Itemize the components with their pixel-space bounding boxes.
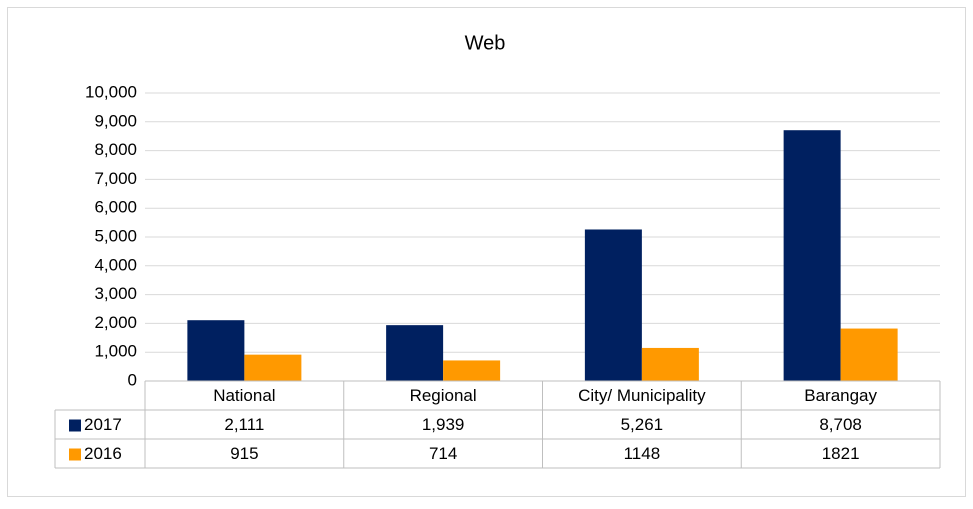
y-tick-label: 7,000: [94, 169, 137, 188]
table-value: 915: [230, 444, 258, 463]
x-tick-label: Regional: [410, 386, 477, 405]
bar: [443, 360, 501, 381]
y-tick-label: 1,000: [94, 342, 137, 361]
chart-title: Web: [465, 32, 506, 54]
table-value: 714: [429, 444, 457, 463]
x-tick-label: Barangay: [804, 386, 877, 405]
bar: [840, 328, 898, 381]
bar: [244, 354, 302, 381]
table-value: 1,939: [422, 415, 465, 434]
y-tick-label: 6,000: [94, 198, 137, 217]
y-tick-label: 2,000: [94, 313, 137, 332]
legend-swatch: [69, 448, 81, 461]
legend-label: 2016: [84, 444, 122, 463]
table-value: 5,261: [621, 415, 664, 434]
y-tick-label: 4,000: [94, 255, 137, 274]
y-tick-label: 8,000: [94, 140, 137, 159]
y-tick-label: 0: [128, 370, 137, 389]
bar: [187, 320, 245, 381]
y-tick-label: 10,000: [85, 82, 137, 101]
x-tick-label: National: [213, 386, 275, 405]
bar: [641, 347, 699, 381]
bar: [386, 325, 444, 381]
table-value: 1148: [624, 444, 661, 463]
legend-swatch: [69, 419, 81, 432]
bar: [584, 229, 642, 381]
table-value: 2,111: [224, 415, 264, 434]
table-value: 1821: [822, 444, 860, 463]
x-tick-label: City/ Municipality: [578, 386, 706, 405]
y-tick-label: 9,000: [94, 111, 137, 130]
y-tick-label: 5,000: [94, 226, 137, 245]
y-tick-label: 3,000: [94, 284, 137, 303]
table-value: 8,708: [819, 415, 862, 434]
legend-label: 2017: [84, 415, 122, 434]
bar: [783, 130, 841, 381]
